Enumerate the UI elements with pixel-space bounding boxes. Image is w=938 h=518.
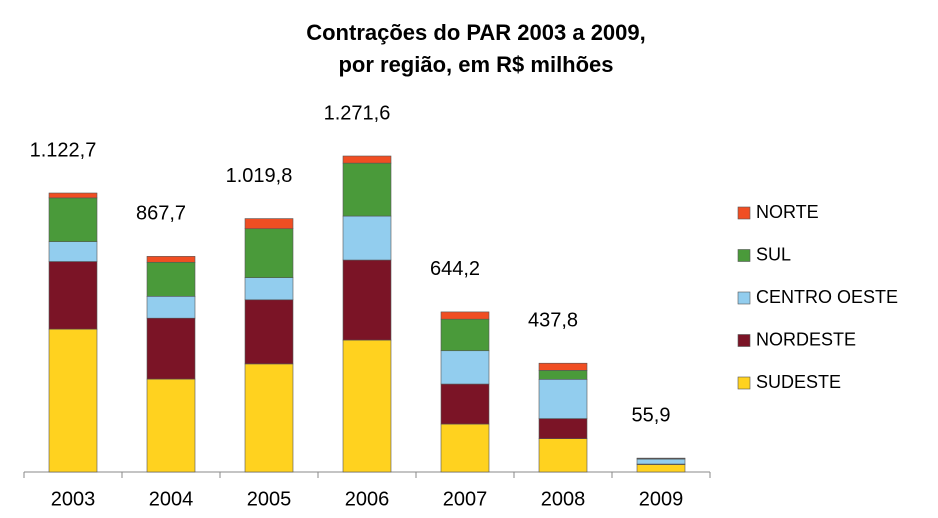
bar-segment <box>342 215 392 261</box>
total-label: 1.122,7 <box>30 139 97 161</box>
total-label: 644,2 <box>430 258 480 280</box>
bar-segment <box>440 383 490 425</box>
x-tick-label: 2007 <box>443 488 488 510</box>
legend-label: NORDESTE <box>756 329 856 349</box>
x-tick-label: 2003 <box>51 488 96 510</box>
bar-segment <box>146 317 196 380</box>
bar-segment <box>244 299 294 365</box>
legend-swatch <box>737 334 751 347</box>
legend-swatch <box>737 291 751 305</box>
x-tick-label: 2005 <box>247 488 292 510</box>
legend-label: NORTE <box>756 202 819 222</box>
legend-label: SUL <box>756 244 791 264</box>
bar-segment <box>440 318 490 352</box>
bar-segment <box>342 259 392 341</box>
bar-segment <box>538 418 588 440</box>
total-label: 437,8 <box>528 309 578 331</box>
bar-segment <box>146 378 196 473</box>
bar-segment <box>244 218 294 230</box>
bar-segment <box>538 379 588 419</box>
x-tick-label: 2008 <box>541 488 586 510</box>
bar-segment <box>538 370 588 380</box>
bar-segment <box>636 464 686 473</box>
bar-segment <box>48 261 98 330</box>
bar-segment <box>48 192 98 199</box>
bar-segment <box>244 277 294 301</box>
bar-segment <box>146 256 196 263</box>
x-tick-label: 2009 <box>639 488 684 510</box>
legend-swatch <box>737 206 751 220</box>
bar-segment <box>146 296 196 319</box>
total-label: 55,9 <box>632 404 671 426</box>
bar-segment <box>636 458 686 465</box>
bar-segment <box>342 155 392 164</box>
x-tick-label: 2004 <box>149 488 194 510</box>
bar-segment <box>244 363 294 473</box>
bar-segment <box>244 228 294 278</box>
legend-swatch <box>737 376 751 390</box>
chart-title: Contrações do PAR 2003 a 2009, <box>306 20 646 45</box>
bar-segment <box>48 241 98 262</box>
total-label: 1.019,8 <box>226 165 293 187</box>
legend-swatch <box>737 249 751 262</box>
legend-label: SUDESTE <box>756 372 841 392</box>
bar-segment <box>538 362 588 371</box>
legend-label: CENTRO OESTE <box>756 287 898 307</box>
bar-segment <box>440 423 490 473</box>
bar-segment <box>146 261 196 297</box>
bar-segment <box>48 328 98 473</box>
chart-title: por região, em R$ milhões <box>338 52 613 77</box>
bar-segment <box>440 311 490 320</box>
bar-segment <box>440 350 490 385</box>
bar-segment <box>48 197 98 242</box>
bar-segment <box>342 339 392 473</box>
bar-segment <box>538 438 588 473</box>
total-label: 867,7 <box>136 203 186 225</box>
x-tick-label: 2006 <box>345 488 390 510</box>
bar-segment <box>342 162 392 217</box>
total-label: 1.271,6 <box>324 102 391 124</box>
